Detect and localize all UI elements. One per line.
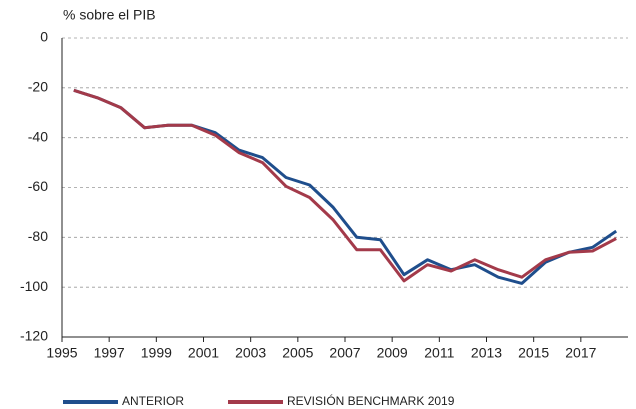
y-tick-label: -100 — [20, 278, 48, 294]
legend-label: ANTERIOR — [122, 394, 184, 408]
x-tick-label: 2017 — [565, 345, 596, 361]
y-tick-label: -40 — [28, 128, 48, 144]
x-tick-label: 2001 — [188, 345, 219, 361]
y-tick-label: -120 — [20, 328, 48, 344]
y-tick-label: -60 — [28, 178, 48, 194]
y-tick-label: -80 — [28, 228, 48, 244]
x-tick-label: 1995 — [46, 345, 77, 361]
y-axis-label: % sobre el PIB — [63, 7, 156, 23]
x-tick-label: 1999 — [141, 345, 172, 361]
x-tick-label: 2015 — [518, 345, 549, 361]
y-tick-label: -20 — [28, 79, 48, 95]
series-line — [73, 88, 617, 283]
x-tick-label: 2013 — [471, 345, 502, 361]
x-tick-label: 2003 — [235, 345, 266, 361]
x-tick-label: 2011 — [424, 345, 454, 361]
x-tick-label: 2007 — [329, 345, 360, 361]
series-line — [73, 88, 618, 285]
x-tick-label: 1997 — [94, 345, 125, 361]
legend-label: REVISIÓN BENCHMARK 2019 — [287, 393, 455, 408]
x-tick-label: 2009 — [377, 345, 408, 361]
y-tick-label: 0 — [40, 29, 48, 45]
x-tick-label: 2005 — [282, 345, 313, 361]
